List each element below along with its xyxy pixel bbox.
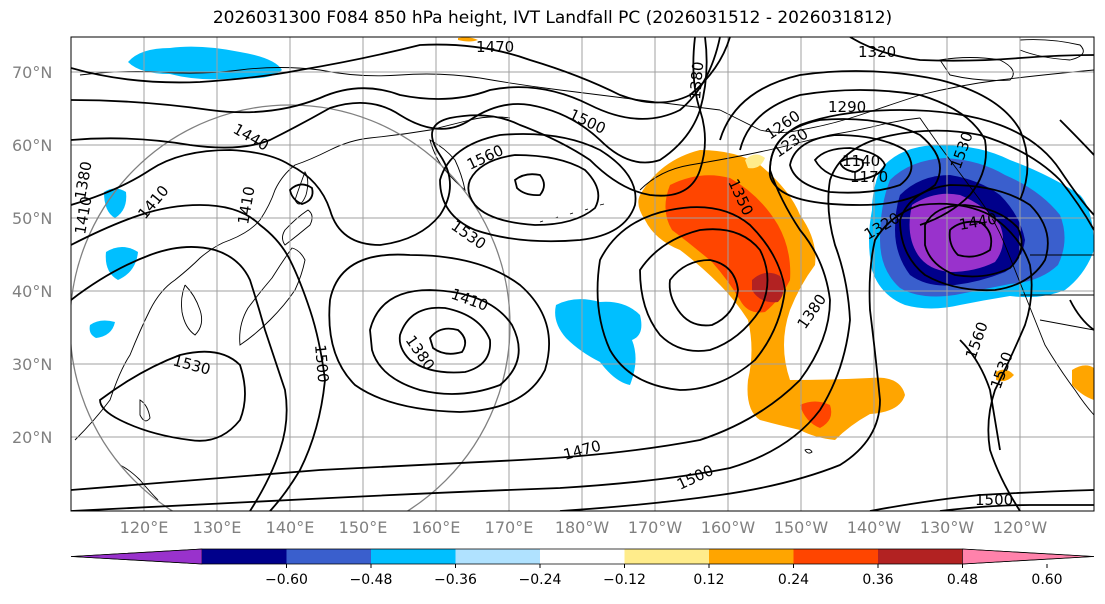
map-title: 2026031300 F084 850 hPa height, IVT Land… (212, 8, 893, 28)
shade-west-3 (89, 320, 115, 338)
lon-label-150e: 150°E (339, 518, 388, 537)
shade-arctic (128, 46, 282, 80)
graticule (71, 37, 1094, 511)
clabel-3: 1290 (828, 98, 866, 116)
region-circle (71, 104, 511, 511)
longitude-labels: 120°E 130°E 140°E 150°E 160°E 170°E 180°… (120, 518, 1048, 537)
colorbar-segment-7 (709, 549, 794, 564)
lon-label-140e: 140°E (266, 518, 315, 537)
colorbar-tick-label: −0.60 (265, 572, 308, 588)
shade-yellow-1 (745, 154, 765, 169)
colorbar-tick-label: 0.48 (947, 572, 978, 588)
lon-label-180w: 180°W (555, 518, 610, 537)
latitude-labels: 70°N 60°N 50°N 40°N 30°N 20°N (12, 63, 52, 447)
lon-label-130w: 130°W (920, 518, 975, 537)
shade-arctic-orange (458, 37, 478, 42)
colorbar-segment-2 (286, 549, 372, 564)
lat-label-50: 50°N (12, 209, 52, 228)
colorbar: −0.60 −0.48 −0.36 −0.24 −0.12 0.12 0.24 0.36 0.4… (70, 548, 1095, 588)
colorbar-tick-label: −0.36 (434, 572, 477, 588)
colorbar-segment-6 (624, 549, 710, 564)
colorbar-tick-label: 0.24 (778, 572, 809, 588)
coastlines (74, 39, 1094, 501)
lon-label-140w: 140°W (847, 518, 902, 537)
shade-se-2 (1072, 365, 1094, 400)
clabel-21: 1140 (842, 152, 880, 170)
clabel-22: 1170 (850, 168, 888, 186)
colorbar-segment-5 (540, 549, 625, 564)
lon-label-120e: 120°E (120, 518, 169, 537)
clabel-2: 1320 (858, 43, 896, 61)
colorbar-tick-label: −0.48 (350, 572, 393, 588)
colorbar-segment-3 (371, 549, 456, 564)
lon-label-160w: 160°W (701, 518, 756, 537)
lat-label-60: 60°N (12, 136, 52, 155)
colorbar-tick-label: 0.36 (862, 572, 893, 588)
lon-label-130e: 130°E (193, 518, 242, 537)
colorbar-segment-10 (962, 548, 1095, 565)
lat-label-70: 70°N (12, 63, 52, 82)
shade-west-1 (104, 188, 127, 218)
colorbar-segment-8 (793, 549, 879, 564)
clabel-29: 1380 (686, 61, 707, 101)
colorbar-tick-label: −0.12 (603, 572, 646, 588)
lat-label-30: 30°N (12, 355, 52, 374)
clabel-14: 1500 (311, 344, 332, 384)
lon-label-170e: 170°E (485, 518, 534, 537)
height-contours (71, 37, 1094, 511)
lat-label-40: 40°N (12, 282, 52, 301)
clabel-28: 1500 (975, 491, 1013, 509)
shade-east-purple (909, 193, 1004, 272)
map-frame (70, 36, 1095, 512)
lon-label-150w: 150°W (774, 518, 829, 537)
colorbar-segment-9 (878, 549, 963, 564)
lon-label-170w: 170°W (628, 518, 683, 537)
lon-label-160e: 160°E (412, 518, 461, 537)
clabel-1: 1470 (476, 38, 514, 56)
colorbar-segment-1 (202, 549, 287, 564)
colorbar-segment-4 (455, 549, 541, 564)
colorbar-tick-label: 0.12 (693, 572, 724, 588)
colorbar-tick-label: −0.24 (519, 572, 562, 588)
colorbar-tick-label: 0.60 (1031, 572, 1062, 588)
colorbar-outline (70, 548, 1095, 565)
lon-label-120w: 120°W (993, 518, 1048, 537)
colorbar-segment-0 (70, 548, 203, 565)
lat-label-20: 20°N (12, 428, 52, 447)
